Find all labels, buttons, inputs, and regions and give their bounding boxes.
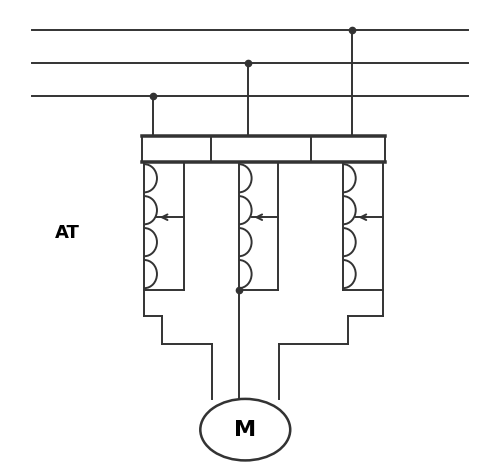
Text: M: M xyxy=(234,420,256,440)
Text: AT: AT xyxy=(56,224,80,242)
